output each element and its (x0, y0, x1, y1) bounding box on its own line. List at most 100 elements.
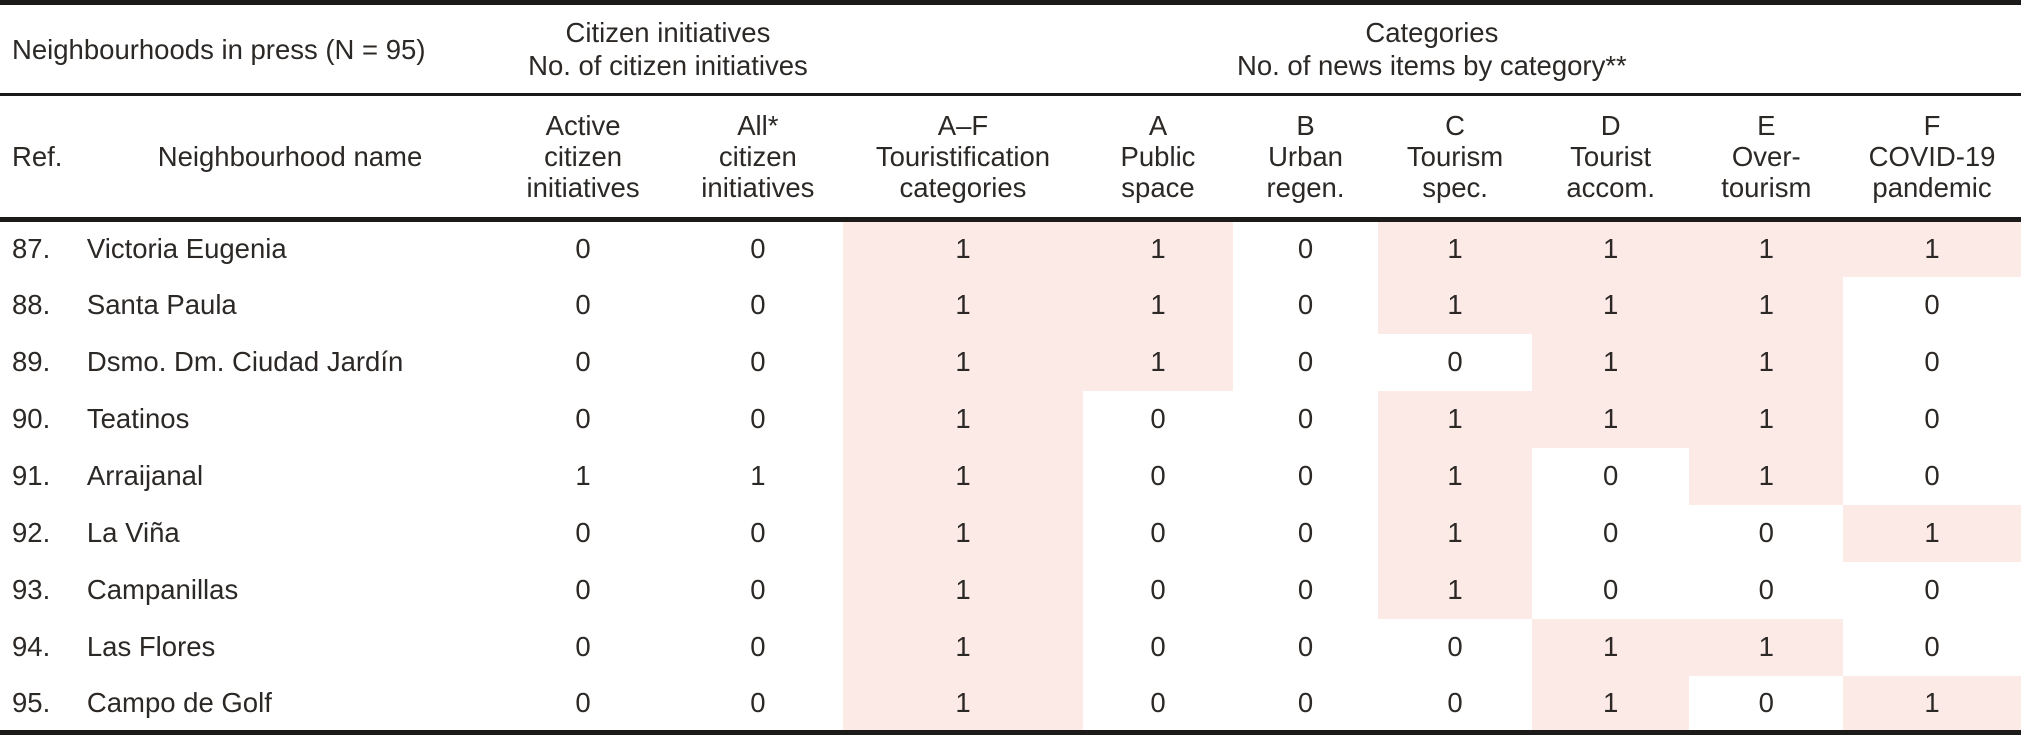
cell-value: 1 (1083, 333, 1233, 391)
table-body: 87. Victoria Eugenia 0 0 1 1 0 1 1 1 1 88. Santa Pau… (0, 219, 2021, 733)
cell-ref: 95. (12, 686, 51, 718)
cell-value: 0 (1924, 631, 1940, 662)
cell-ref: 88. (12, 289, 51, 320)
cell-value: 1 (842, 276, 1084, 334)
cell-value: 0 (1924, 289, 1940, 320)
cell-value: 1 (842, 390, 1084, 448)
cell-value: 0 (1297, 233, 1314, 265)
cell-value: 0 (750, 233, 766, 265)
cell-value: 1 (1083, 219, 1233, 277)
cell-value: 0 (750, 631, 766, 662)
cell-value: 1 (842, 675, 1084, 733)
cell-value: 1 (750, 460, 766, 491)
cell-value: 0 (575, 574, 591, 605)
cell-neighbourhood-name: Teatinos (86, 403, 190, 434)
cell-value: 1 (1689, 390, 1844, 448)
cell-value: 1 (1689, 276, 1844, 334)
col-header-all-initiatives: All* citizen initiatives (672, 94, 843, 222)
cell-value: 0 (1150, 574, 1166, 605)
group-header-neighbourhoods: Neighbourhoods in press (N = 95) (0, 2, 494, 96)
cell-value: 0 (1603, 574, 1619, 605)
cell-value: 0 (1758, 686, 1774, 718)
group-header-row: Neighbourhoods in press (N = 95) Citizen… (0, 2, 2021, 96)
cell-value: 1 (1083, 276, 1233, 334)
cell-value: 0 (575, 403, 591, 434)
cell-value: 1 (1531, 333, 1690, 391)
cell-value: 1 (1689, 447, 1844, 505)
cell-value: 0 (1297, 346, 1314, 377)
col-header-active-initiatives: Active citizen initiatives (493, 94, 673, 222)
cell-value: 0 (750, 574, 766, 605)
table-row: 94. Las Flores 0 0 1 0 0 0 1 1 0 (0, 618, 2021, 676)
cell-value: 0 (1150, 517, 1166, 548)
cell-value: 1 (1531, 219, 1690, 277)
cell-value: 0 (750, 686, 766, 718)
table-row: 87. Victoria Eugenia 0 0 1 1 0 1 1 1 1 (0, 219, 2021, 277)
cell-value: 0 (1297, 686, 1314, 718)
cell-value: 1 (1689, 219, 1844, 277)
col-header-neighbourhood-name: Neighbourhood name (86, 94, 494, 222)
cell-value: 1 (1378, 447, 1532, 505)
cell-value: 1 (1689, 333, 1844, 391)
cell-value: 0 (575, 631, 591, 662)
table-row: 90. Teatinos 0 0 1 0 0 1 1 1 0 (0, 390, 2021, 448)
cell-value: 0 (1297, 574, 1314, 605)
cell-value: 1 (842, 219, 1084, 277)
cell-value: 0 (1924, 460, 1940, 491)
cell-neighbourhood-name: Dsmo. Dm. Ciudad Jardín (86, 346, 404, 377)
cell-value: 1 (842, 447, 1084, 505)
cell-value: 0 (1758, 574, 1774, 605)
table-row: 89. Dsmo. Dm. Ciudad Jardín 0 0 1 1 0 0 1 1 0 (0, 333, 2021, 391)
cell-ref: 92. (12, 517, 51, 548)
table-header: Neighbourhoods in press (N = 95) Citizen… (0, 2, 2021, 222)
cell-value: 1 (1843, 219, 2021, 277)
cell-neighbourhood-name: Arraijanal (86, 460, 204, 491)
cell-neighbourhood-name: Santa Paula (86, 289, 237, 320)
cell-neighbourhood-name: Campanillas (86, 574, 239, 605)
cell-ref: 87. (12, 233, 51, 265)
cell-value: 0 (1603, 460, 1619, 491)
col-header-f-covid19: F COVID-19 pandemic (1843, 94, 2021, 222)
group-header-citizen-initiatives: Citizen initiatives No. of citizen initi… (493, 2, 843, 96)
cell-value: 1 (842, 618, 1084, 676)
cell-neighbourhood-name: Las Flores (86, 631, 216, 662)
cell-value: 0 (1297, 460, 1314, 491)
cell-ref: 94. (12, 631, 51, 662)
cell-value: 0 (1297, 517, 1314, 548)
cell-value: 1 (1531, 276, 1690, 334)
cell-value: 0 (1924, 346, 1940, 377)
cell-value: 0 (1150, 460, 1166, 491)
cell-value: 0 (1924, 403, 1940, 434)
cell-value: 0 (575, 346, 591, 377)
col-header-d-tourist-accom: D Tourist accom. (1531, 94, 1690, 222)
col-header-a-public-space: A Public space (1083, 94, 1233, 222)
cell-ref: 91. (12, 460, 51, 491)
cell-value: 0 (750, 403, 766, 434)
cell-value: 1 (1378, 504, 1532, 562)
table-row: 95. Campo de Golf 0 0 1 0 0 0 1 0 1 (0, 675, 2021, 733)
cell-value: 1 (842, 333, 1084, 391)
cell-neighbourhood-name: Campo de Golf (86, 686, 272, 718)
group-header-categories: Categories No. of news items by category… (842, 2, 2021, 96)
cell-value: 1 (1531, 618, 1690, 676)
cell-value: 0 (1150, 686, 1166, 718)
cell-value: 0 (575, 289, 591, 320)
cell-value: 0 (575, 686, 591, 718)
cell-value: 0 (750, 517, 766, 548)
cell-value: 1 (575, 460, 591, 491)
cell-value: 0 (1297, 631, 1314, 662)
cell-value: 0 (575, 233, 591, 265)
cell-value: 1 (1531, 390, 1690, 448)
cell-value: 0 (1297, 289, 1314, 320)
table-row: 93. Campanillas 0 0 1 0 0 1 0 0 0 (0, 561, 2021, 619)
cell-value: 0 (1758, 517, 1774, 548)
cell-value: 1 (1843, 504, 2021, 562)
cell-value: 0 (1297, 403, 1314, 434)
cell-value: 0 (1150, 631, 1166, 662)
cell-value: 1 (842, 504, 1084, 562)
cell-value: 0 (1150, 403, 1166, 434)
cell-ref: 93. (12, 574, 51, 605)
cell-value: 1 (842, 561, 1084, 619)
col-header-b-urban-regen: B Urban regen. (1232, 94, 1379, 222)
